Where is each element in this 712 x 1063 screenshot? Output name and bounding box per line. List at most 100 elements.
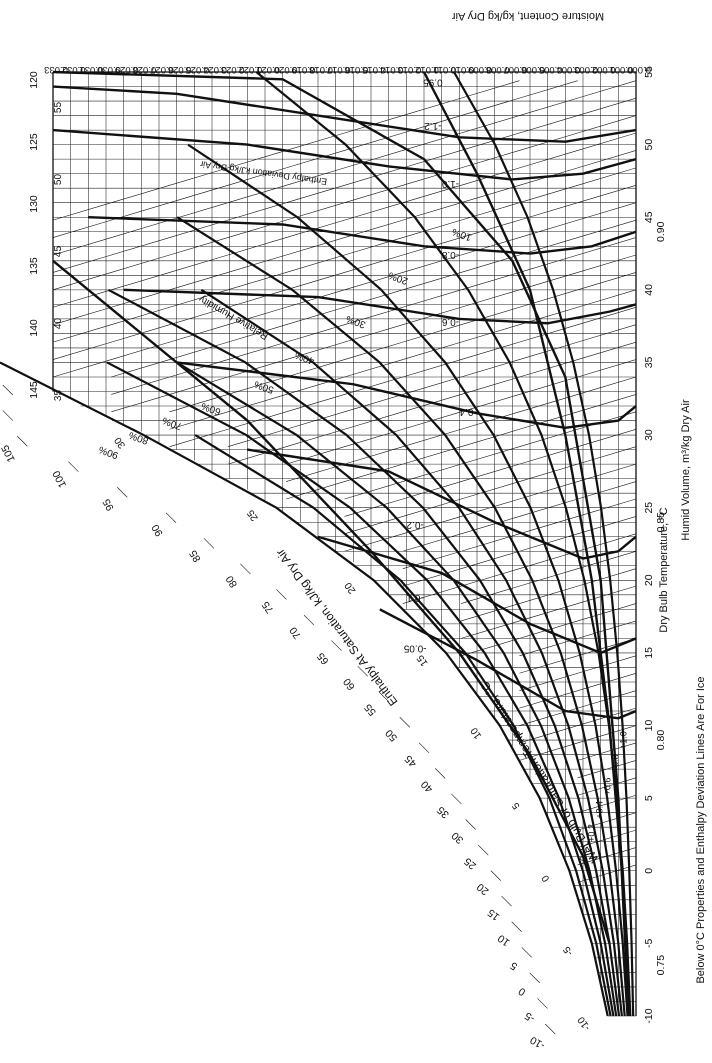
enthalpy-hatch-line bbox=[286, 394, 637, 500]
enthalpy-hatch-line bbox=[169, 306, 637, 447]
low-temp-deviation-label: +0.2 bbox=[586, 824, 596, 842]
wet-bulb-scale-label: 5 bbox=[510, 800, 522, 811]
deviation-label: -0.1 bbox=[406, 592, 424, 603]
enthalpy-hatch-line bbox=[519, 655, 637, 691]
enthalpy-scale-label: 70 bbox=[287, 624, 304, 641]
low-temp-deviation-label: +1.0 bbox=[618, 731, 628, 749]
wet-bulb-right-tick-label: 45 bbox=[53, 246, 64, 258]
enthalpy-scale-tick bbox=[521, 947, 532, 958]
enthalpy-hatch-line bbox=[519, 620, 637, 657]
temperature-tick-label: 10 bbox=[643, 720, 655, 732]
enthalpy-hatch-line bbox=[402, 498, 637, 569]
enthalpy-scale-tick bbox=[331, 640, 342, 651]
rh-curve-40pct bbox=[176, 216, 626, 1017]
enthalpy-hatch-line bbox=[52, 115, 637, 291]
moisture-axis-title: Moisture Content, kg/kg Dry Air bbox=[452, 10, 605, 22]
humid-volume-tick-label: 0.90 bbox=[655, 221, 667, 242]
enthalpy-scale-label: -10 bbox=[528, 1034, 547, 1052]
enthalpy-scale-tick bbox=[537, 998, 548, 1009]
rh-curve-80pct bbox=[106, 361, 615, 1017]
moisture-tick-label: 0.020 bbox=[274, 64, 298, 75]
rh-curve-10pct bbox=[453, 71, 635, 1017]
enthalpy-deviation-curves bbox=[52, 70, 637, 1017]
enthalpy-axis-title: Enthalpy At Saturation, kJ/kg Dry Air bbox=[273, 546, 400, 708]
rh-curve-100pct bbox=[0, 361, 609, 1017]
enthalpy-scale-tick bbox=[544, 1023, 556, 1035]
enthalpy-hatch-line bbox=[111, 219, 637, 378]
enthalpy-scale-tick bbox=[240, 563, 251, 575]
enthalpy-hatch-line bbox=[111, 254, 637, 413]
enthalpy-deviation-curve bbox=[422, 71, 631, 1017]
enthalpy-hatch-line bbox=[169, 272, 637, 413]
deviation-label: -0.6 bbox=[441, 316, 459, 327]
moisture-tick-label: 0.002 bbox=[592, 64, 616, 75]
enthalpy-scale-tick bbox=[451, 793, 462, 805]
rh-label: 10% bbox=[451, 225, 474, 242]
enthalpy-scale-label: 40 bbox=[419, 778, 436, 795]
moisture-tick-label: 0.010 bbox=[450, 64, 474, 75]
moisture-tick-label: 0.030 bbox=[97, 64, 121, 75]
enthalpy-scale-label: 90 bbox=[149, 522, 165, 538]
relative-humidity-curves bbox=[0, 71, 635, 1017]
enthalpy-scale-label: 50 bbox=[383, 727, 400, 744]
enthalpy-scale-tick bbox=[378, 691, 389, 702]
wet-bulb-scale-label: 30 bbox=[112, 434, 128, 450]
wet-bulb-right-tick-label: 40 bbox=[53, 318, 64, 330]
enthalpy-hatch-line bbox=[402, 533, 637, 604]
temperature-tick-label: 5 bbox=[643, 795, 655, 801]
rh-label: 60% bbox=[200, 400, 223, 417]
enthalpy-hatch-line bbox=[52, 80, 578, 238]
wet-bulb-scale-label: 25 bbox=[245, 507, 261, 523]
enthalpy-hatch-line bbox=[52, 202, 637, 378]
moisture-tick-label: 0.026 bbox=[168, 64, 192, 75]
rh-label: 70% bbox=[161, 414, 184, 431]
enthalpy-scale-tick bbox=[276, 589, 287, 600]
enthalpy-scale-tick bbox=[478, 844, 489, 856]
enthalpy-scale-label: 100 bbox=[50, 468, 69, 489]
enthalpy-deviation-curve bbox=[123, 288, 637, 325]
enthalpy-scale-tick bbox=[68, 461, 79, 472]
enthalpy-deviation-curve bbox=[52, 70, 629, 988]
enthalpy-hatch-line bbox=[344, 428, 637, 517]
enthalpy-hatch-line bbox=[111, 237, 637, 395]
moisture-tick-label: 0.028 bbox=[132, 64, 156, 75]
low-temp-deviation-label: +0.6 bbox=[602, 778, 612, 796]
enthalpy-deviation-curve bbox=[52, 128, 637, 181]
humid-volume-curve-label: 0.95 bbox=[423, 76, 443, 87]
enthalpy-scale-label: 20 bbox=[474, 881, 491, 898]
wet-bulb-right-tick-label: 55 bbox=[53, 102, 64, 114]
enthalpy-scale-tick bbox=[117, 487, 128, 498]
wet-bulb-scale-label: -5 bbox=[561, 944, 575, 958]
enthalpy-deviation-curve bbox=[52, 259, 611, 944]
enthalpy-right-tick-label: 145 bbox=[28, 381, 40, 399]
enthalpy-hatch-line bbox=[577, 864, 637, 883]
enthalpy-deviation-curve bbox=[247, 448, 637, 560]
wet-bulb-scale-label: 20 bbox=[343, 580, 359, 596]
enthalpy-scale-label: 55 bbox=[362, 701, 379, 718]
rh-label: 30% bbox=[345, 313, 368, 330]
enthalpy-deviation-curve bbox=[88, 216, 637, 255]
humid-volume-axis-title: Humid Volume, m³/kg Dry Air bbox=[680, 399, 692, 541]
moisture-tick-label: 0.023 bbox=[221, 64, 245, 75]
moisture-tick-label: 0.009 bbox=[468, 64, 492, 75]
moisture-tick-label: 0.018 bbox=[309, 64, 333, 75]
enthalpy-right-tick-label: 130 bbox=[28, 195, 40, 213]
rh-curve-20pct bbox=[255, 71, 632, 1017]
moisture-tick-label: 0.011 bbox=[433, 64, 456, 75]
temperature-tick-label: 35 bbox=[643, 356, 655, 368]
footnote: Below 0°C Properties and Enthalpy Deviat… bbox=[695, 676, 707, 983]
enthalpy-right-tick-label: 140 bbox=[28, 319, 40, 337]
enthalpy-scale-tick bbox=[511, 921, 522, 932]
enthalpy-hatch-line bbox=[52, 150, 637, 325]
enthalpy-hatch-line bbox=[519, 707, 637, 744]
enthalpy-scale-label: 65 bbox=[315, 650, 332, 667]
enthalpy-hatch-line bbox=[402, 481, 637, 552]
enthalpy-scale-label: 30 bbox=[449, 829, 466, 846]
moisture-tick-label: 0.015 bbox=[362, 64, 386, 75]
enthalpy-scale-tick bbox=[501, 895, 512, 907]
enthalpy-hatch-line bbox=[519, 672, 637, 709]
moisture-tick-label: 0.014 bbox=[380, 64, 404, 75]
enthalpy-hatch-line bbox=[402, 516, 637, 587]
rh-curve-60pct bbox=[107, 288, 621, 1017]
enthalpy-hatch-line bbox=[461, 603, 637, 657]
